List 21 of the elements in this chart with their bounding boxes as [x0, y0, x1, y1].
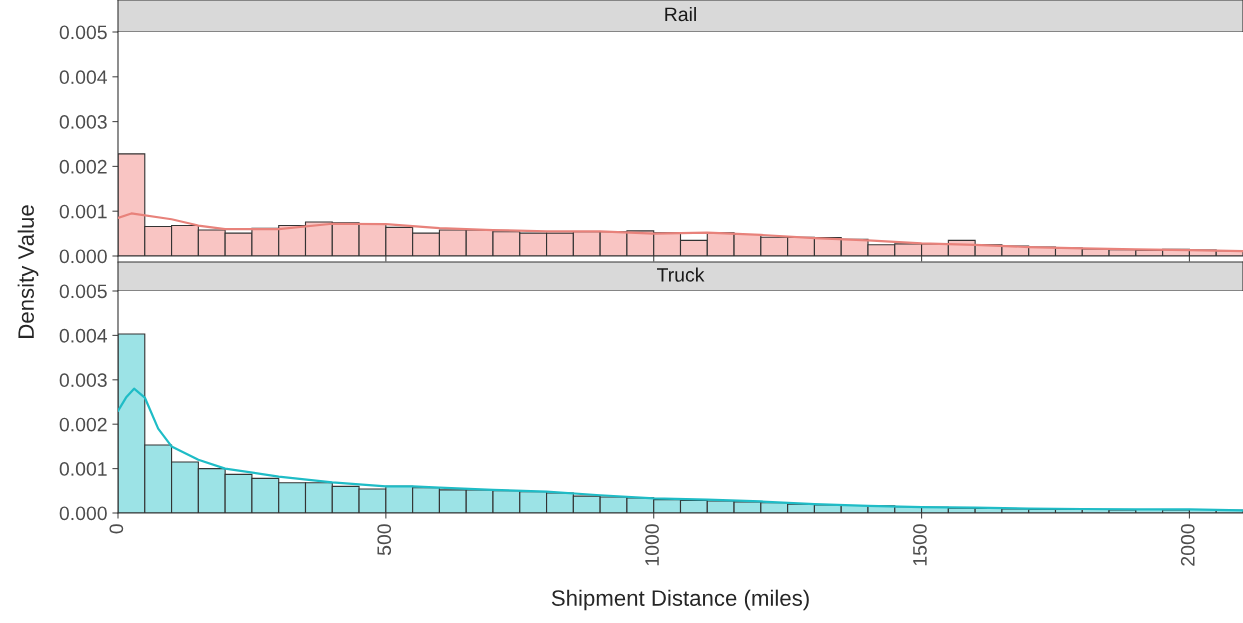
y-tick-label: 0.004 [59, 328, 108, 343]
y-tick-label: 0.005 [59, 284, 107, 299]
x-tick-label: 1000 [645, 524, 659, 566]
x-tick-label: 500 [377, 524, 392, 556]
y-tick-label: 0.001 [59, 204, 107, 219]
x-tick-label: 1500 [913, 524, 927, 566]
x-tick-label: 0 [109, 524, 124, 534]
chart-title: Rail [665, 6, 696, 22]
y-tick-label: 0.004 [59, 70, 108, 85]
y-tick-label: 0.000 [59, 506, 107, 521]
y-tick-label: 0.000 [59, 249, 107, 264]
y-tick-label: 0.001 [59, 462, 107, 476]
y-axis-title: Density Value [17, 205, 39, 338]
y-tick-label: 0.003 [59, 115, 107, 129]
y-tick-label: 0.002 [59, 417, 107, 432]
x-tick-label: 2000 [1180, 524, 1195, 566]
y-tick-label: 0.005 [59, 25, 107, 40]
y-tick-label: 0.002 [59, 159, 107, 174]
chart-title: Truck [657, 267, 705, 282]
x-axis-title: Shipment Distance (miles) [551, 589, 809, 611]
y-tick-label: 0.003 [59, 373, 107, 388]
